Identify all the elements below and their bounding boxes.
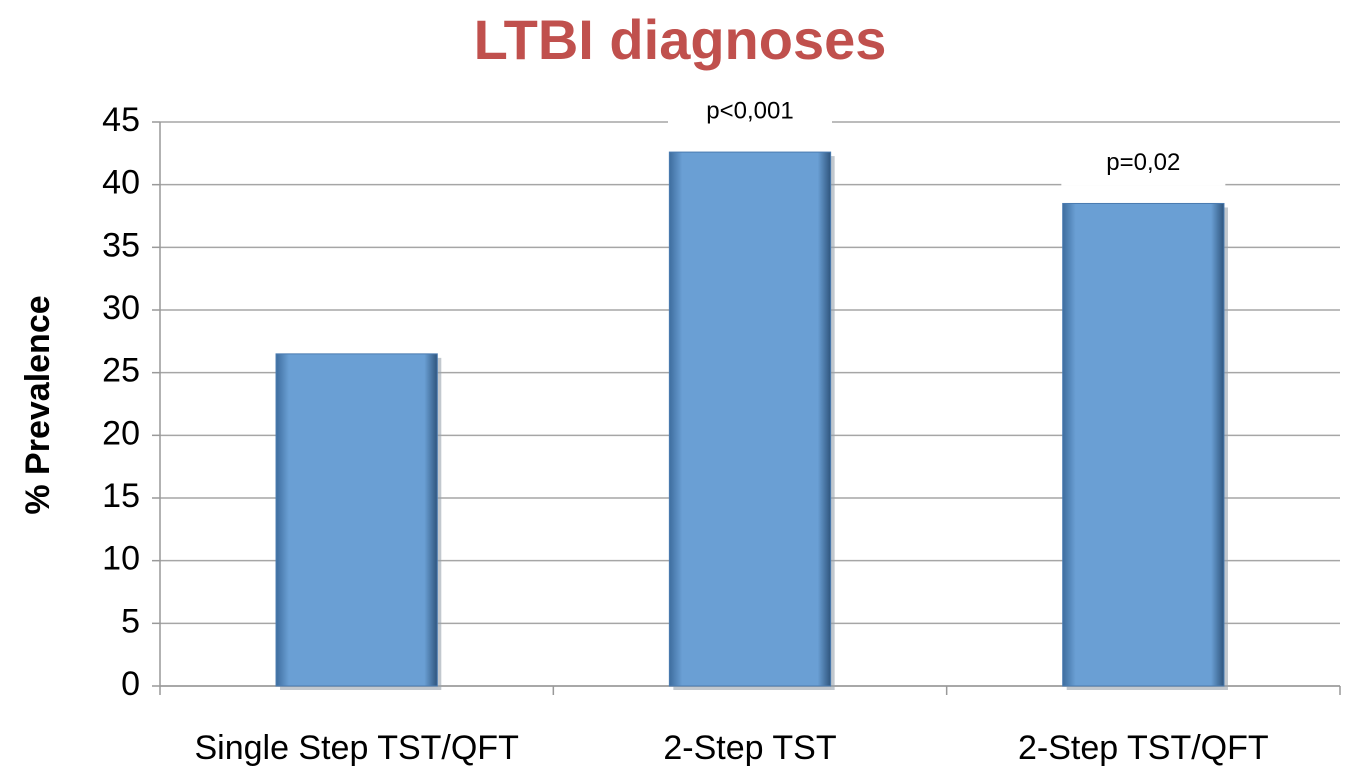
- y-tick-label: 10: [102, 540, 140, 578]
- y-tick-label: 15: [102, 477, 140, 515]
- y-tick-label: 30: [102, 289, 140, 327]
- annotation: p<0,001: [706, 97, 793, 124]
- x-tick-label: 2-Step TST/QFT: [1018, 729, 1269, 767]
- y-axis-title: % Prevalence: [19, 295, 57, 514]
- y-tick-label: 0: [121, 665, 140, 703]
- y-tick-label: 45: [102, 101, 140, 139]
- y-tick-label: 25: [102, 352, 140, 390]
- chart-title: LTBI diagnoses: [474, 8, 887, 71]
- x-tick-label: 2-Step TST: [663, 729, 836, 767]
- bar: [668, 151, 832, 687]
- bar: [275, 353, 438, 687]
- x-tick-label: Single Step TST/QFT: [194, 729, 518, 767]
- y-tick-label: 35: [102, 226, 140, 264]
- annotation: p=0,02: [1106, 149, 1180, 176]
- y-tick-label: 40: [102, 164, 140, 202]
- annotation-background: [668, 90, 832, 135]
- y-tick-label: 5: [121, 602, 140, 640]
- bar: [1062, 202, 1225, 687]
- y-tick-label: 20: [102, 414, 140, 452]
- annotation-background: [1061, 141, 1226, 186]
